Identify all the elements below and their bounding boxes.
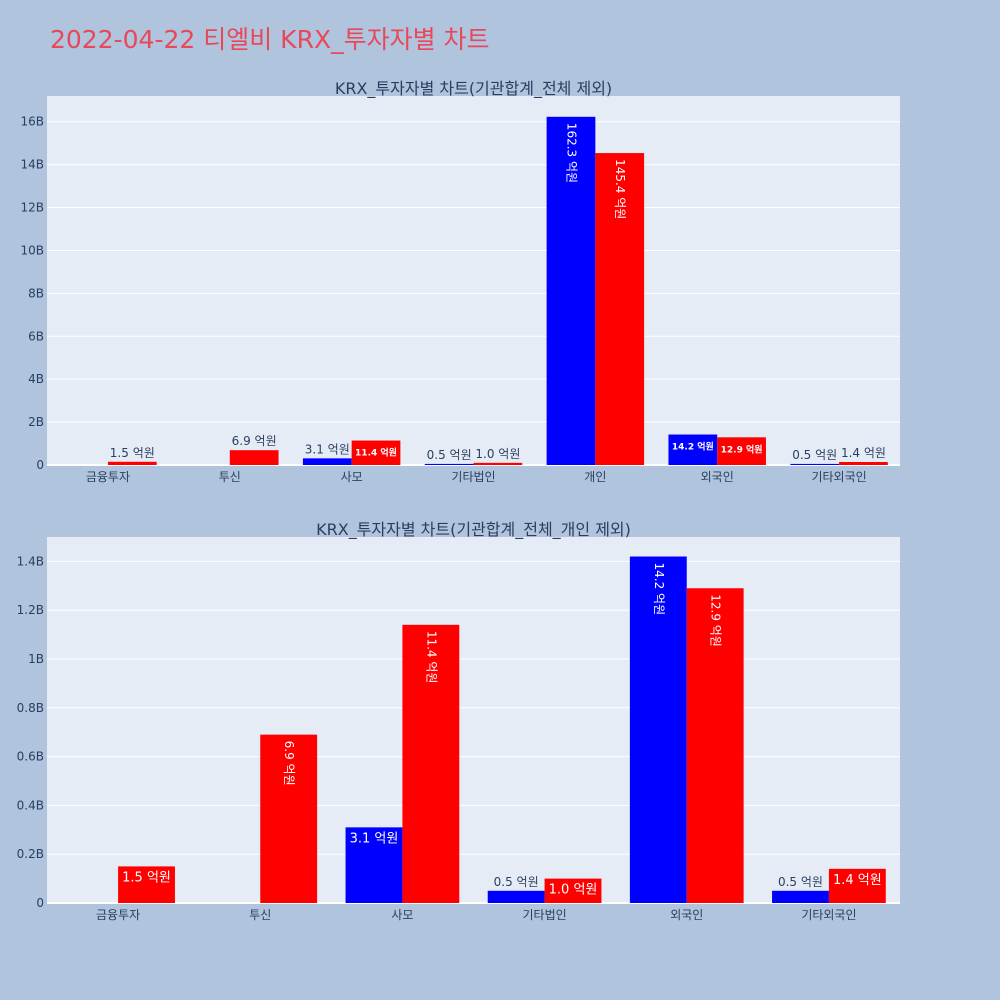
y-tick-label: 1.4B bbox=[17, 554, 44, 568]
bar-label: 12.9 억원 bbox=[709, 594, 723, 647]
y-tick-label: 8B bbox=[28, 286, 44, 300]
bar-label: 12.9 억원 bbox=[721, 443, 763, 455]
bar-label: 3.1 억원 bbox=[305, 442, 350, 456]
bar-label: 1.0 억원 bbox=[475, 447, 520, 461]
chart-title: KRX_투자자별 차트(기관합계_전체_개인 제외) bbox=[316, 520, 631, 540]
bar bbox=[302, 458, 352, 465]
bar bbox=[790, 463, 840, 465]
bar-label: 14.2 억원 bbox=[672, 441, 714, 453]
bar-label: 11.4 억원 bbox=[355, 447, 397, 459]
x-tick-label: 기타외국인 bbox=[801, 908, 856, 922]
bar-label: 0.5 억원 bbox=[427, 448, 472, 462]
y-tick-label: 0.8B bbox=[17, 701, 44, 715]
bar-label: 6.9 억원 bbox=[282, 741, 296, 786]
x-tick-label: 금융투자 bbox=[96, 908, 140, 922]
y-tick-label: 16B bbox=[20, 115, 44, 129]
y-tick-label: 14B bbox=[20, 158, 44, 172]
y-tick-label: 0.4B bbox=[17, 798, 44, 812]
bar bbox=[487, 890, 545, 903]
bar bbox=[668, 434, 718, 465]
bar-label: 11.4 억원 bbox=[424, 631, 438, 684]
bar bbox=[229, 450, 279, 465]
x-tick-label: 기타법인 bbox=[522, 908, 566, 922]
y-tick-label: 0.2B bbox=[17, 847, 44, 861]
y-tick-label: 2B bbox=[28, 415, 44, 429]
x-tick-label: 사모 bbox=[391, 908, 413, 922]
bar-label: 1.5 억원 bbox=[110, 446, 155, 460]
bar-label: 14.2 억원 bbox=[652, 563, 666, 616]
bar bbox=[345, 827, 403, 903]
bar bbox=[118, 866, 175, 903]
chart-bottom: 0 0.2B 0.4B 0.6B 0.8B 1B 1.2B 1.4B KRX_투자자별 차트(기… bbox=[17, 520, 900, 922]
y-tick-label: 1B bbox=[28, 652, 44, 666]
bar-label: 6.9 억원 bbox=[232, 434, 277, 448]
bar-label: 1.4 억원 bbox=[841, 446, 886, 460]
y-tick-label: 1.2B bbox=[17, 603, 44, 617]
bar bbox=[717, 437, 766, 465]
plot-area bbox=[47, 537, 900, 903]
bar bbox=[686, 588, 744, 903]
bar bbox=[772, 890, 829, 903]
x-tick-label: 외국인 bbox=[701, 470, 734, 484]
x-tick-label: 개인 bbox=[584, 470, 606, 484]
bar bbox=[629, 556, 687, 903]
bar bbox=[828, 868, 886, 903]
bar-label: 1.5 억원 bbox=[122, 870, 171, 885]
bar-label: 1.4 억원 bbox=[833, 873, 882, 888]
x-tick-label: 기타외국인 bbox=[811, 470, 866, 484]
y-tick-label: 10B bbox=[20, 243, 44, 257]
y-tick-label: 4B bbox=[28, 372, 44, 386]
chart-top: 0 2B 4B 6B 8B 10B 12B 14B 16B KRX_투자자별 차트(기관합계_전체… bbox=[20, 79, 900, 484]
chart-title: KRX_투자자별 차트(기관합계_전체 제외) bbox=[335, 79, 612, 99]
x-tick-label: 투신 bbox=[249, 908, 271, 922]
bar bbox=[544, 878, 602, 903]
bar-label: 0.5 억원 bbox=[494, 875, 539, 889]
bar bbox=[595, 153, 645, 465]
x-tick-label: 외국인 bbox=[670, 908, 703, 922]
bar-label: 0.5 억원 bbox=[778, 875, 823, 889]
bar bbox=[473, 462, 523, 465]
bar-label: 1.0 억원 bbox=[549, 883, 598, 898]
page-title: 2022-04-22 티엘비 KRX_투자자별 차트 bbox=[50, 25, 490, 54]
plot-area bbox=[47, 96, 900, 465]
bar-label: 145.4 억원 bbox=[613, 159, 627, 219]
bar bbox=[546, 116, 596, 466]
bar bbox=[402, 624, 460, 903]
bar-label: 3.1 억원 bbox=[350, 831, 399, 846]
bar bbox=[424, 463, 474, 465]
bar-label: 162.3 억원 bbox=[564, 123, 578, 183]
x-tick-label: 기타법인 bbox=[451, 470, 495, 484]
bar bbox=[839, 461, 888, 465]
y-tick-label: 6B bbox=[28, 329, 44, 343]
x-tick-label: 금융투자 bbox=[86, 470, 130, 484]
bar bbox=[260, 734, 318, 903]
bar bbox=[351, 440, 401, 465]
bar bbox=[107, 461, 157, 465]
y-tick-label: 12B bbox=[20, 201, 44, 215]
y-tick-label: 0 bbox=[36, 458, 44, 472]
bar-label: 0.5 억원 bbox=[792, 448, 837, 462]
y-tick-label: 0 bbox=[36, 896, 44, 910]
x-tick-label: 사모 bbox=[341, 470, 363, 484]
x-tick-label: 투신 bbox=[219, 470, 241, 484]
y-tick-label: 0.6B bbox=[17, 750, 44, 764]
